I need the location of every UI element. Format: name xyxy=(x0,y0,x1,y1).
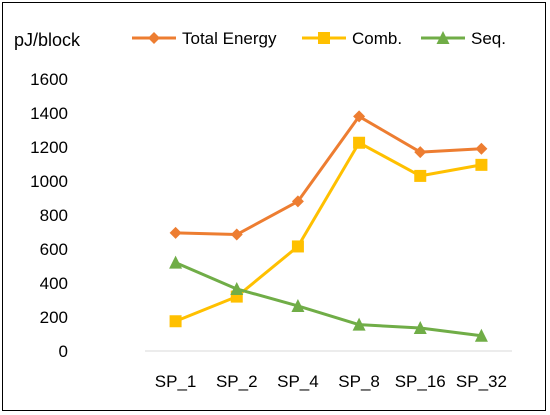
y-tick-label: 1600 xyxy=(30,70,68,89)
data-point-comb xyxy=(353,136,366,149)
legend-marker xyxy=(148,32,160,44)
legend: Total Energy Comb. Seq. xyxy=(132,29,506,48)
chart-frame xyxy=(2,2,546,411)
x-axis-ticks: SP_1 SP_2 SP_4 SP_8 SP_16 SP_32 xyxy=(155,372,507,391)
series-line-total-energy xyxy=(175,114,482,237)
x-tick-label: SP_2 xyxy=(216,372,258,391)
series-line-seq xyxy=(174,261,482,338)
data-point-comb xyxy=(414,169,427,182)
data-point-seq xyxy=(169,255,183,269)
legend-item-total-energy: Total Energy xyxy=(132,29,277,48)
data-point-total-energy xyxy=(475,142,488,155)
data-point-seq xyxy=(352,317,366,331)
y-tick-label: 200 xyxy=(40,308,68,327)
y-tick-label: 600 xyxy=(40,240,68,259)
y-tick-label: 400 xyxy=(40,274,68,293)
data-point-total-energy xyxy=(353,110,366,123)
series-seq xyxy=(169,255,488,342)
y-axis-label: pJ/block xyxy=(14,30,81,50)
data-point-seq xyxy=(474,328,488,342)
x-tick-label: SP_16 xyxy=(395,372,446,391)
series-comb xyxy=(169,136,488,328)
data-point-seq xyxy=(230,281,244,295)
data-point-comb xyxy=(475,158,488,171)
series-line-comb xyxy=(175,141,482,323)
y-tick-label: 1400 xyxy=(30,104,68,123)
x-tick-label: SP_8 xyxy=(338,372,380,391)
x-tick-label: SP_4 xyxy=(277,372,319,391)
x-tick-label: SP_1 xyxy=(155,372,197,391)
data-point-comb xyxy=(169,315,182,328)
series-total-energy xyxy=(169,110,488,241)
y-tick-label: 1000 xyxy=(30,172,68,191)
legend-marker xyxy=(436,31,450,44)
data-point-total-energy xyxy=(414,146,427,159)
data-point-seq xyxy=(413,321,427,335)
x-tick-label: SP_32 xyxy=(456,372,507,391)
data-point-total-energy xyxy=(230,228,243,241)
data-point-seq xyxy=(291,298,305,312)
data-point-total-energy xyxy=(291,195,304,208)
legend-label: Seq. xyxy=(471,29,506,48)
series-group xyxy=(169,110,488,342)
data-point-total-energy xyxy=(169,226,182,239)
data-point-comb xyxy=(291,240,304,253)
legend-label: Comb. xyxy=(352,29,402,48)
y-tick-label: 800 xyxy=(40,206,68,225)
legend-label: Total Energy xyxy=(182,29,277,48)
legend-marker xyxy=(318,32,330,44)
y-tick-label: 1200 xyxy=(30,138,68,157)
legend-item-seq: Seq. xyxy=(421,29,506,48)
y-tick-label: 0 xyxy=(59,342,68,361)
legend-item-comb: Comb. xyxy=(302,29,402,48)
y-axis-ticks: 0 200 400 600 800 1000 1200 1400 1600 xyxy=(30,70,68,361)
